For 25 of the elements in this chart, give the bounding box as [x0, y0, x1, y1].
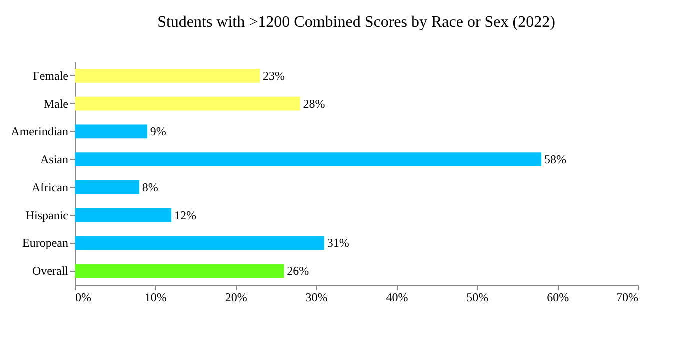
data-label: 8% — [142, 180, 158, 194]
data-label: 12% — [174, 208, 197, 222]
data-label: 23% — [262, 68, 285, 83]
y-tick-label: European — [22, 236, 68, 250]
x-tick-label: 40% — [386, 290, 408, 304]
y-tick-label: Female — [33, 68, 68, 83]
x-tick-label: 50% — [466, 290, 489, 304]
data-label: 26% — [287, 264, 310, 278]
y-tick-label: Asian — [40, 152, 68, 167]
data-label: 28% — [303, 96, 326, 111]
data-label: 58% — [544, 152, 566, 167]
x-tick-label: 0% — [76, 290, 92, 304]
x-tick-label: 30% — [306, 290, 328, 304]
chart-title: Students with >1200 Combined Scores by Race or Sex (2022) — [158, 14, 556, 31]
data-label: 9% — [150, 124, 166, 139]
y-tick-label: Overall — [32, 264, 70, 278]
y-tick-label: Hispanic — [26, 208, 68, 222]
y-tick-label: Amerindian — [11, 124, 68, 139]
x-tick-label: 60% — [547, 290, 570, 304]
x-tick-label: 70% — [616, 290, 638, 304]
x-tick-label: 10% — [144, 290, 167, 304]
x-tick-label: 20% — [225, 290, 248, 304]
data-label: 31% — [327, 236, 350, 250]
y-tick-label: Male — [44, 96, 68, 111]
y-tick-label: African — [32, 180, 68, 194]
